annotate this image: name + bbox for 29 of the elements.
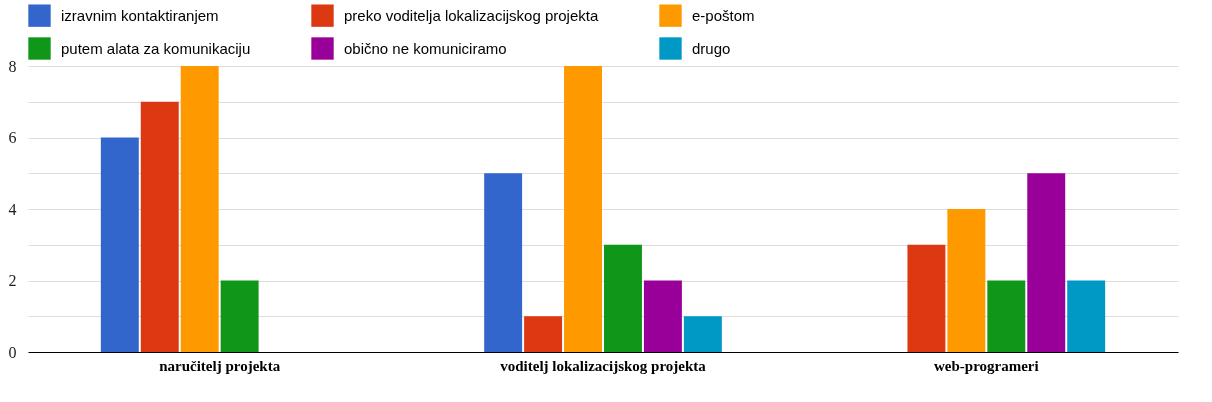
x-tick-label: voditelj lokalizacijskog projekta xyxy=(500,357,707,374)
bar xyxy=(1027,173,1066,352)
bar xyxy=(907,244,946,352)
bar xyxy=(484,173,523,352)
legend-label: obično ne komuniciramo xyxy=(344,39,507,57)
x-tick-label: naručitelj projekta xyxy=(159,357,281,374)
bar xyxy=(604,244,642,352)
bar xyxy=(140,101,179,352)
legend-label: preko voditelja lokalizacijskog projekta xyxy=(344,6,599,24)
bar xyxy=(220,280,259,352)
y-tick-label: 0 xyxy=(8,343,17,361)
y-tick-label: 6 xyxy=(8,129,17,146)
bar xyxy=(100,137,139,352)
x-tick-label: web-programeri xyxy=(933,357,1039,374)
bar xyxy=(564,66,602,352)
bar xyxy=(987,280,1026,352)
legend-label: putem alata za komunikaciju xyxy=(61,39,251,57)
y-tick-label: 8 xyxy=(8,57,17,75)
bar xyxy=(524,316,563,352)
bar xyxy=(643,280,682,352)
y-tick-label: 4 xyxy=(8,200,17,218)
bar xyxy=(947,209,986,352)
legend-label: drugo xyxy=(692,39,731,57)
bar xyxy=(180,66,219,352)
bar xyxy=(683,316,722,352)
legend-label: izravnim kontaktiranjem xyxy=(61,6,219,24)
bar xyxy=(1067,280,1106,352)
y-tick-label: 2 xyxy=(8,272,17,289)
legend-label: e-poštom xyxy=(692,6,755,24)
